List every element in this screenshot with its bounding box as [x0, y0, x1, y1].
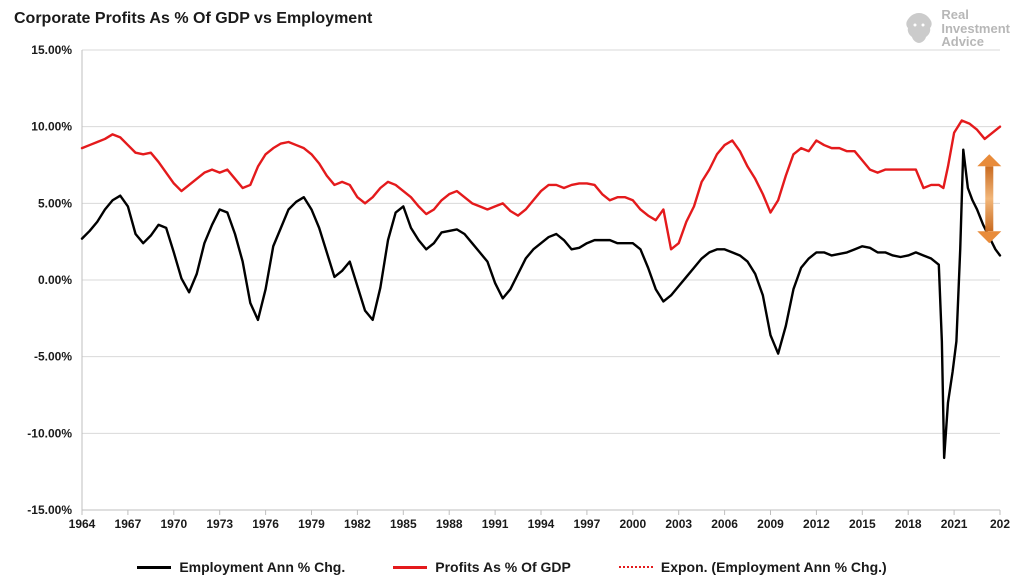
svg-text:15.00%: 15.00%: [31, 43, 72, 57]
svg-text:2003: 2003: [665, 517, 692, 531]
svg-text:-10.00%: -10.00%: [27, 426, 72, 440]
svg-text:1988: 1988: [436, 517, 463, 531]
svg-text:2000: 2000: [619, 517, 646, 531]
svg-text:2009: 2009: [757, 517, 784, 531]
svg-text:0.00%: 0.00%: [38, 273, 72, 287]
svg-text:1985: 1985: [390, 517, 417, 531]
svg-text:1976: 1976: [252, 517, 279, 531]
legend-item-expon: Expon. (Employment Ann % Chg.): [619, 559, 887, 575]
svg-text:2018: 2018: [895, 517, 922, 531]
svg-text:10.00%: 10.00%: [31, 120, 72, 134]
svg-text:1970: 1970: [160, 517, 187, 531]
line-chart: -15.00% -10.00% -5.00% 0.00% 5.00% 10.00% 15.0…: [14, 40, 1010, 550]
legend-label: Employment Ann % Chg.: [179, 559, 345, 575]
svg-text:-15.00%: -15.00%: [27, 503, 72, 517]
svg-text:1967: 1967: [115, 517, 142, 531]
svg-text:1979: 1979: [298, 517, 325, 531]
svg-text:1997: 1997: [574, 517, 601, 531]
legend-label: Expon. (Employment Ann % Chg.): [661, 559, 887, 575]
svg-text:-5.00%: -5.00%: [34, 350, 72, 364]
svg-text:2021: 2021: [941, 517, 968, 531]
legend-item-employment: Employment Ann % Chg.: [137, 559, 345, 575]
legend-label: Profits As % Of GDP: [435, 559, 571, 575]
brand-line-1: Real: [941, 8, 1010, 22]
svg-text:1973: 1973: [206, 517, 233, 531]
legend-item-profits: Profits As % Of GDP: [393, 559, 571, 575]
chart-title: Corporate Profits As % Of GDP vs Employm…: [14, 10, 372, 28]
legend-swatch: [137, 566, 171, 569]
svg-text:1982: 1982: [344, 517, 371, 531]
svg-text:1994: 1994: [528, 517, 555, 531]
svg-text:2006: 2006: [711, 517, 738, 531]
svg-text:2012: 2012: [803, 517, 830, 531]
chart-legend: Employment Ann % Chg. Profits As % Of GD…: [0, 559, 1024, 575]
legend-swatch: [393, 566, 427, 569]
svg-text:5.00%: 5.00%: [38, 196, 72, 210]
svg-text:1991: 1991: [482, 517, 509, 531]
svg-text:202: 202: [990, 517, 1010, 531]
svg-text:1964: 1964: [69, 517, 96, 531]
legend-swatch: [619, 566, 653, 568]
chart-container: Corporate Profits As % Of GDP vs Employm…: [0, 0, 1024, 583]
brand-line-2: Investment: [941, 22, 1010, 36]
svg-text:2015: 2015: [849, 517, 876, 531]
